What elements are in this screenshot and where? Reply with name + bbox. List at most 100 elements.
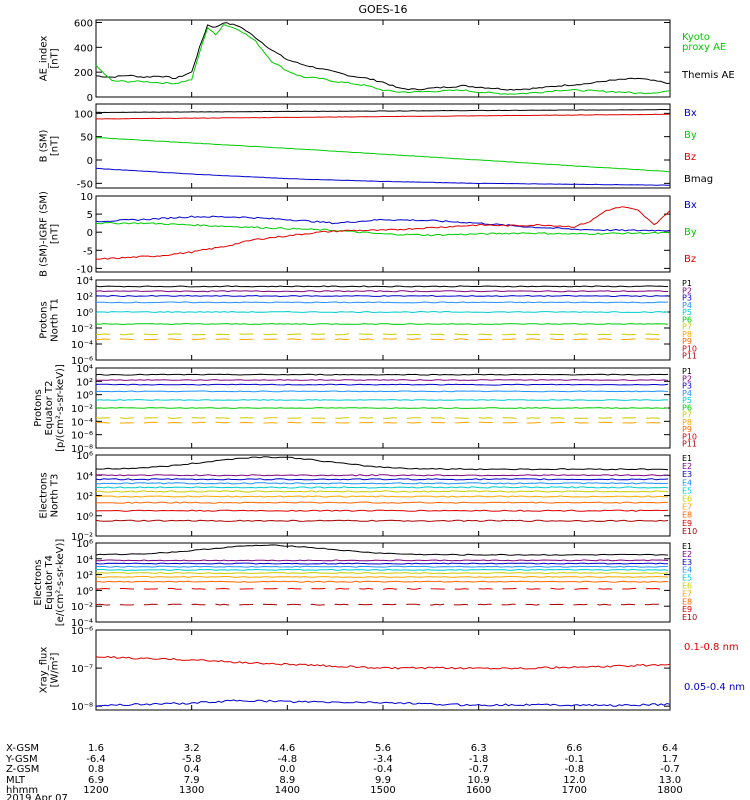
flux-level-line <box>95 383 669 386</box>
y-axis-label: AE_index <box>39 36 50 82</box>
axis-row-value: -0.7 <box>660 764 680 775</box>
y-tick-label: 600 <box>74 18 93 29</box>
legend-entry: P1 <box>682 367 692 376</box>
flux-level-line <box>95 587 669 590</box>
flux-level-line <box>95 338 669 341</box>
y-tick-label: 10⁻⁶ <box>71 431 93 442</box>
legend-entry: E9 <box>682 519 692 528</box>
y-tick-label: 10⁰ <box>76 308 93 319</box>
series-line <box>95 221 671 237</box>
legend-entry: P9 <box>682 425 692 434</box>
flux-level-line <box>95 544 669 556</box>
y-axis-label: [W/m²] <box>50 652 61 687</box>
axis-row-label: Y-GSM <box>5 754 38 765</box>
y-axis-label: [p/(cm²-s-sr-keV)] <box>55 364 66 452</box>
legend-entry: proxy AE <box>682 42 726 53</box>
legend-entry: P2 <box>682 374 692 383</box>
y-tick-label: 10⁻² <box>71 404 93 415</box>
legend-entry: P3 <box>682 294 692 303</box>
y-tick-label: 10⁻⁴ <box>71 417 93 428</box>
y-tick-label: 10² <box>76 377 93 388</box>
y-tick-label: 10² <box>76 571 93 582</box>
axis-row-value: -4.8 <box>278 754 298 765</box>
axis-row-value: -0.4 <box>373 764 393 775</box>
axis-row-value: -0.7 <box>469 764 489 775</box>
flux-level-line <box>95 559 669 562</box>
axis-row-value: 6.9 <box>88 775 104 786</box>
axis-row-value: 3.2 <box>184 743 200 754</box>
legend-entry: P3 <box>682 382 692 391</box>
axis-row-value: 7.9 <box>184 775 200 786</box>
y-tick-label: 10⁴ <box>76 555 93 566</box>
y-tick-label: 200 <box>74 68 93 79</box>
panel-frame-ae <box>95 19 671 98</box>
legend-entry: E1 <box>682 454 692 463</box>
y-tick-label: 10⁴ <box>76 276 93 287</box>
axis-row-value: 1800 <box>657 785 682 796</box>
flux-level-line <box>95 575 669 578</box>
axis-row-value: 9.9 <box>375 775 391 786</box>
flux-level-line <box>95 390 669 393</box>
y-tick-label: 10⁻⁸ <box>71 444 93 455</box>
axis-row-value: 1300 <box>179 785 204 796</box>
y-tick-label: 10⁻² <box>71 532 93 543</box>
y-tick-label: -10 <box>77 264 93 275</box>
y-axis-label: North T3 <box>50 474 61 518</box>
series-line <box>95 137 671 173</box>
y-axis-label: [nT] <box>50 224 61 244</box>
y-tick-label: 10⁰ <box>76 586 93 597</box>
axis-row-value: 6.4 <box>662 743 678 754</box>
y-axis-label: [e/(cm²-s-sr-keV)] <box>55 539 66 627</box>
legend-entry: Bz <box>684 254 696 265</box>
y-tick-label: 5 <box>87 210 93 221</box>
y-tick-label: 10² <box>76 292 93 303</box>
flux-level-line <box>95 474 669 477</box>
legend-entry: E7 <box>682 503 692 512</box>
legend-entry: P7 <box>682 411 692 420</box>
y-axis-label: [nT] <box>50 136 61 156</box>
legend-entry: E8 <box>682 511 692 520</box>
series-line <box>95 167 671 186</box>
y-tick-label: 10⁴ <box>76 471 93 482</box>
y-axis-label: B (SM)-IGRF (SM) <box>39 191 50 277</box>
flux-level-line <box>95 333 669 336</box>
y-tick-label: 10⁻⁶ <box>71 356 93 367</box>
axis-row-value: 13.0 <box>659 775 681 786</box>
legend-entry: By <box>684 227 697 238</box>
legend-entry: P6 <box>682 315 692 324</box>
axis-row-value: 12.0 <box>563 775 585 786</box>
axis-row-value: -6.4 <box>86 754 106 765</box>
legend-entry: P5 <box>682 396 692 405</box>
axis-row-label: X-GSM <box>6 743 39 754</box>
y-axis-label: Protons <box>33 389 44 426</box>
legend-entry: P2 <box>682 286 692 295</box>
flux-level-line <box>95 501 669 504</box>
series-line <box>96 113 671 120</box>
legend-entry: Kyoto <box>682 32 710 43</box>
axis-row-value: 0.4 <box>184 764 200 775</box>
series-line <box>95 215 671 232</box>
y-tick-label: 0 <box>87 93 93 104</box>
flux-level-line <box>95 290 668 293</box>
y-tick-label: 10⁶ <box>76 451 93 462</box>
axis-row-value: -3.4 <box>373 754 393 765</box>
axis-row-value: -5.8 <box>182 754 202 765</box>
legend-entry: E6 <box>682 495 692 504</box>
y-axis-label: Equator T2 <box>44 381 55 436</box>
plot-date: 2019 Apr 07 <box>6 793 68 800</box>
axis-row-value: 1.7 <box>662 754 678 765</box>
y-tick-label: 10⁴ <box>76 364 93 375</box>
y-tick-label: 10⁰ <box>76 512 93 523</box>
series-line <box>95 22 671 91</box>
axis-row-value: 1400 <box>275 785 300 796</box>
y-axis-label: Electrons <box>33 559 44 605</box>
y-axis-label: Protons <box>39 301 50 338</box>
flux-level-line <box>95 373 669 376</box>
legend-entry: Bmag <box>684 174 713 185</box>
panel-frame-xray <box>95 629 671 711</box>
legend-entry: E4 <box>682 566 692 575</box>
axis-row-value: 6.6 <box>566 743 582 754</box>
flux-level-line <box>95 565 669 568</box>
flux-level-line <box>95 509 669 512</box>
axis-row-value: 1200 <box>83 785 108 796</box>
